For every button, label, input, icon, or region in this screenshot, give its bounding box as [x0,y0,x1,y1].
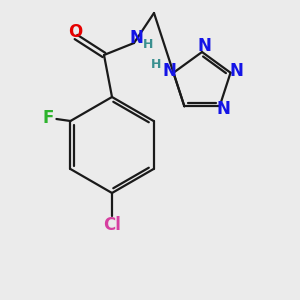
Text: F: F [43,109,54,127]
Text: N: N [217,100,231,118]
Text: N: N [129,29,143,47]
Text: N: N [230,62,244,80]
Text: Cl: Cl [103,216,121,234]
Text: H: H [143,38,153,52]
Text: N: N [197,37,211,55]
Text: N: N [163,62,176,80]
Text: O: O [68,23,82,41]
Text: H: H [151,58,162,71]
